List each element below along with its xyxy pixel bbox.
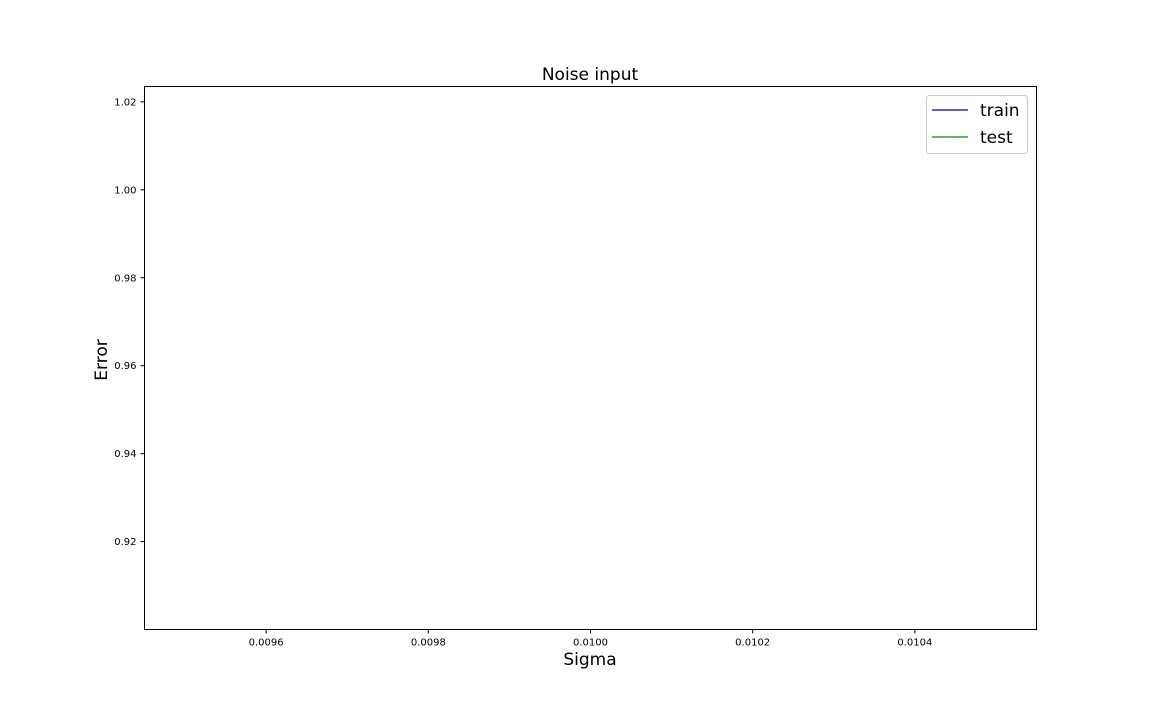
y-tick-label: 0.92 bbox=[114, 537, 136, 548]
y-tick-label: 0.94 bbox=[114, 449, 136, 460]
y-tick-label: 1.00 bbox=[114, 185, 136, 196]
legend: train test bbox=[926, 95, 1028, 154]
x-tick-label: 0.0096 bbox=[249, 638, 284, 649]
chart-title: Noise input bbox=[542, 65, 639, 85]
y-tick-label: 0.98 bbox=[114, 273, 136, 284]
x-axis-ticks: 0.0096 0.0098 0.0100 0.0102 0.0104 bbox=[249, 629, 932, 649]
legend-label-test: test bbox=[980, 128, 1013, 148]
y-axis-ticks: 0.92 0.94 0.96 0.98 1.00 1.02 bbox=[114, 97, 145, 548]
x-axis-label: Sigma bbox=[563, 650, 616, 670]
plot-area bbox=[144, 86, 1037, 630]
x-tick-label: 0.0098 bbox=[411, 638, 446, 649]
x-tick-label: 0.0104 bbox=[897, 638, 932, 649]
legend-label-train: train bbox=[980, 101, 1020, 121]
y-tick-label: 0.96 bbox=[114, 361, 136, 372]
x-tick-label: 0.0102 bbox=[735, 638, 770, 649]
x-tick-label: 0.0100 bbox=[573, 638, 608, 649]
y-axis-label: Error bbox=[92, 339, 112, 380]
y-tick-label: 1.02 bbox=[114, 97, 136, 108]
